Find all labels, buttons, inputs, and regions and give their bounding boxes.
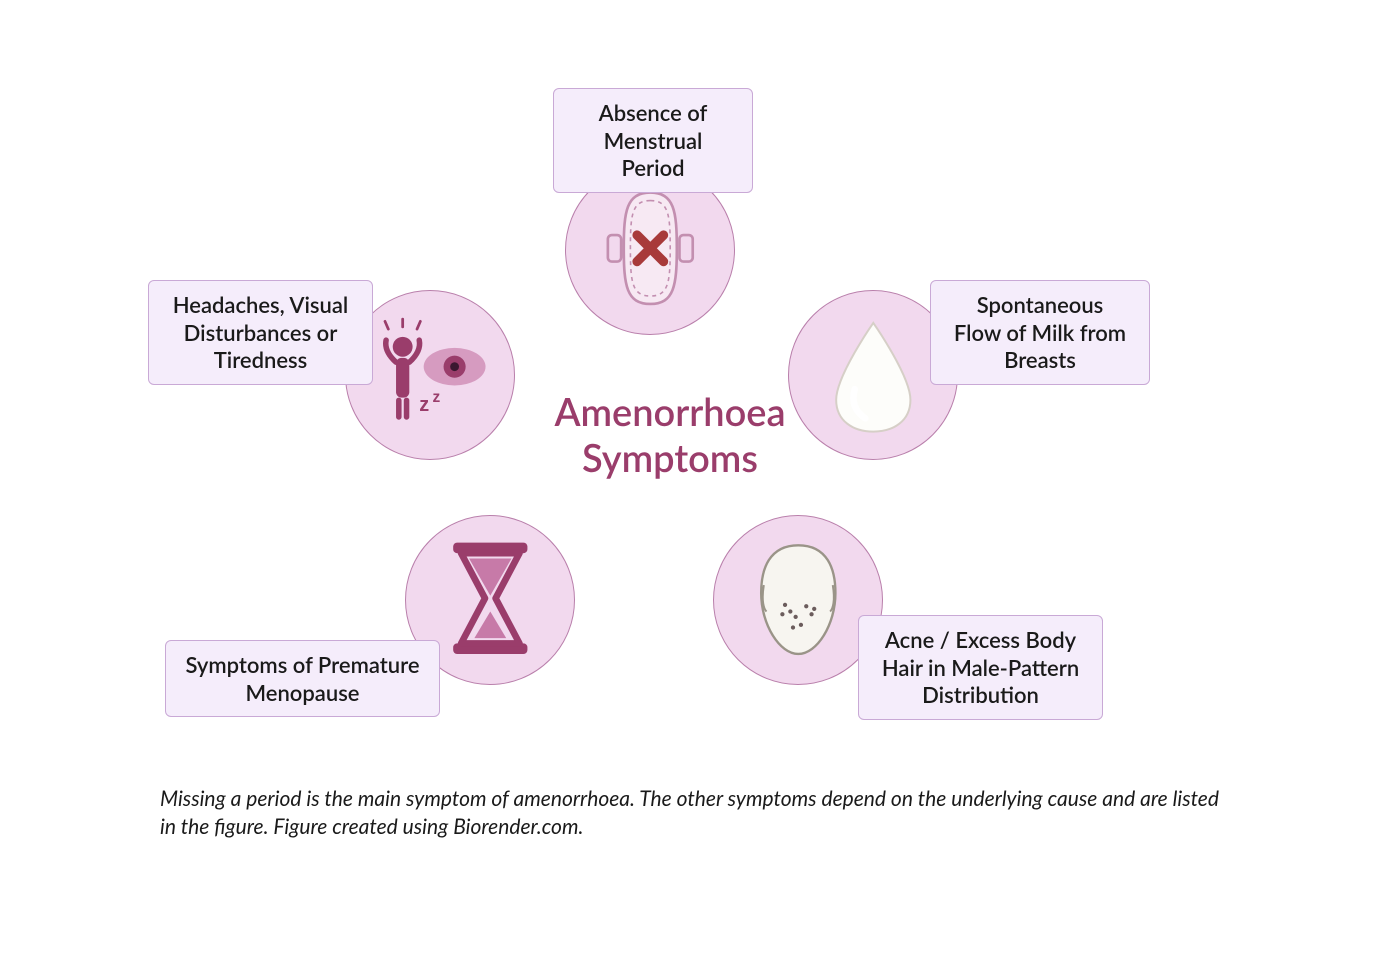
symptom-label-absence: Absence of Menstrual Period xyxy=(553,88,753,193)
infographic-canvas: Amenorrhoea Symptoms Absence of Menstrua… xyxy=(0,0,1400,980)
svg-text:z: z xyxy=(419,394,429,416)
svg-text:z: z xyxy=(432,389,440,406)
symptom-label-menopause: Symptoms of Premature Menopause xyxy=(165,640,440,717)
symptom-label-acne: Acne / Excess Body Hair in Male-Pattern … xyxy=(858,615,1103,720)
milk-drop-icon xyxy=(807,307,940,444)
hourglass-icon xyxy=(424,532,557,669)
center-title: Amenorrhoea Symptoms xyxy=(530,390,810,481)
symptom-label-headaches: Headaches, Visual Disturbances or Tiredn… xyxy=(148,280,373,385)
symptom-label-milk: Spontaneous Flow of Milk from Breasts xyxy=(930,280,1150,385)
figure-caption: Missing a period is the main symptom of … xyxy=(160,785,1220,842)
headache-eye-icon: z z xyxy=(364,307,497,444)
face-acne-icon xyxy=(732,532,865,669)
pad-x-icon xyxy=(584,182,717,319)
